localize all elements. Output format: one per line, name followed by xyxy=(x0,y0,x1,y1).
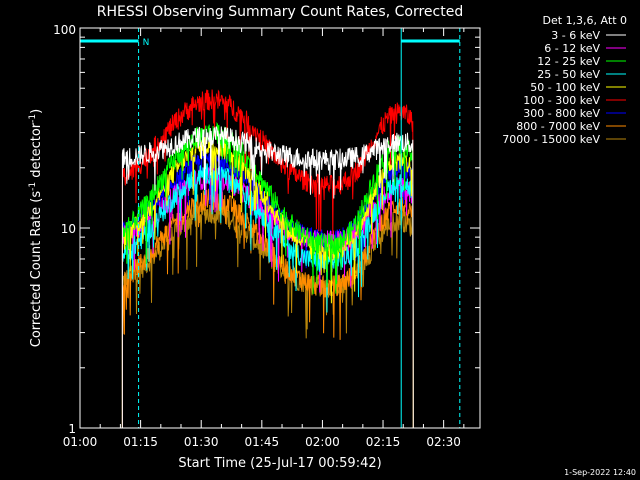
x-tick-label: 01:00 xyxy=(63,435,98,449)
x-tick-label: 01:15 xyxy=(123,435,158,449)
legend-label: 12 - 25 keV xyxy=(537,55,600,68)
x-tick-label: 01:45 xyxy=(245,435,280,449)
series-line-2 xyxy=(121,122,414,429)
axis-ticks: 1 10 100 01:00 01:15 01:30 01:45 02:00 02:15 02:3… xyxy=(53,23,480,449)
series-line-3 xyxy=(121,160,414,429)
series-line-4 xyxy=(121,136,414,429)
legend-label: 6 - 12 keV xyxy=(544,42,600,55)
y-tick-label: 10 xyxy=(61,222,76,236)
x-axis-label: Start Time (25-Jul-17 00:59:42) xyxy=(178,456,381,471)
legend-label: 25 - 50 keV xyxy=(537,68,600,81)
night-flag-label: N xyxy=(143,38,150,48)
y-axis-label: Corrected Count Rate (s-1 detector-1) xyxy=(28,109,44,347)
series-line-0 xyxy=(121,126,414,429)
legend-label: 800 - 7000 keV xyxy=(516,120,600,133)
legend-label: 7000 - 15000 keV xyxy=(502,133,600,146)
series-line-1 xyxy=(121,167,414,429)
x-tick-label: 02:30 xyxy=(426,435,461,449)
legend-label: 100 - 300 keV xyxy=(523,94,600,107)
legend-label: 50 - 100 keV xyxy=(530,81,600,94)
chart-title: RHESSI Observing Summary Count Rates, Co… xyxy=(97,4,463,20)
legend-header: Det 1,3,6, Att 0 xyxy=(543,14,627,27)
data-layer xyxy=(121,89,414,429)
y-tick-label: 1 xyxy=(68,422,76,436)
legend-label: 300 - 800 keV xyxy=(523,107,600,120)
x-tick-label: 02:00 xyxy=(305,435,340,449)
x-tick-label: 01:30 xyxy=(184,435,219,449)
x-tick-label: 02:15 xyxy=(366,435,401,449)
y-tick-label: 100 xyxy=(53,23,76,37)
footer-timestamp: 1-Sep-2022 12:40 xyxy=(564,468,636,477)
legend-label: 3 - 6 keV xyxy=(551,29,600,42)
